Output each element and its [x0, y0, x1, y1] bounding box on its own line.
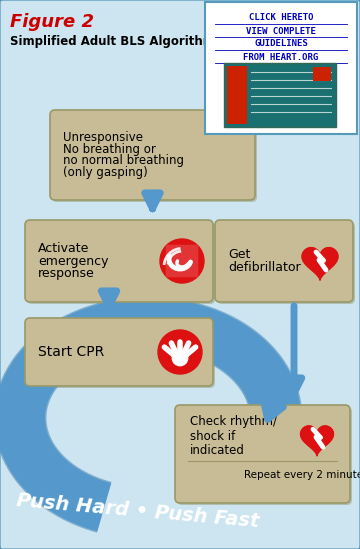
- Text: Simplified Adult BLS Algorithm: Simplified Adult BLS Algorithm: [10, 36, 215, 48]
- Text: No breathing or: No breathing or: [63, 143, 156, 155]
- FancyBboxPatch shape: [224, 63, 336, 127]
- Text: VIEW COMPLETE: VIEW COMPLETE: [246, 26, 316, 36]
- Text: FROM HEART.ORG: FROM HEART.ORG: [243, 53, 319, 61]
- FancyBboxPatch shape: [27, 320, 215, 388]
- FancyBboxPatch shape: [25, 220, 213, 302]
- FancyBboxPatch shape: [215, 220, 353, 302]
- Text: Figure 2: Figure 2: [10, 13, 94, 31]
- FancyBboxPatch shape: [27, 222, 215, 304]
- Text: Unresponsive: Unresponsive: [63, 131, 143, 144]
- Text: defibrillator: defibrillator: [228, 261, 301, 274]
- Text: response: response: [38, 267, 95, 280]
- Text: (only gasping): (only gasping): [63, 166, 148, 180]
- Circle shape: [172, 350, 188, 366]
- FancyBboxPatch shape: [227, 66, 247, 124]
- FancyBboxPatch shape: [205, 2, 357, 134]
- Text: Repeat every 2 minutes: Repeat every 2 minutes: [244, 470, 360, 480]
- Circle shape: [158, 330, 202, 374]
- Text: GUIDELINES: GUIDELINES: [254, 40, 308, 48]
- Text: indicated: indicated: [190, 444, 245, 457]
- Text: Activate: Activate: [38, 242, 89, 255]
- Polygon shape: [302, 248, 338, 280]
- FancyBboxPatch shape: [177, 407, 352, 505]
- Text: CLICK HERETO: CLICK HERETO: [249, 14, 313, 23]
- Text: Check rhythm/: Check rhythm/: [190, 416, 277, 429]
- Text: shock if: shock if: [190, 429, 235, 442]
- FancyBboxPatch shape: [50, 110, 255, 200]
- Circle shape: [160, 239, 204, 283]
- FancyBboxPatch shape: [166, 245, 198, 277]
- Text: Start CPR: Start CPR: [38, 345, 104, 359]
- Text: emergency: emergency: [38, 255, 108, 267]
- Text: Push Hard • Push Fast: Push Hard • Push Fast: [16, 491, 260, 531]
- Text: no normal breathing: no normal breathing: [63, 154, 184, 167]
- FancyBboxPatch shape: [52, 112, 257, 202]
- FancyBboxPatch shape: [217, 222, 355, 304]
- Polygon shape: [301, 426, 333, 456]
- FancyBboxPatch shape: [175, 405, 350, 503]
- FancyBboxPatch shape: [25, 318, 213, 386]
- FancyBboxPatch shape: [313, 67, 331, 81]
- Text: Get: Get: [228, 248, 250, 261]
